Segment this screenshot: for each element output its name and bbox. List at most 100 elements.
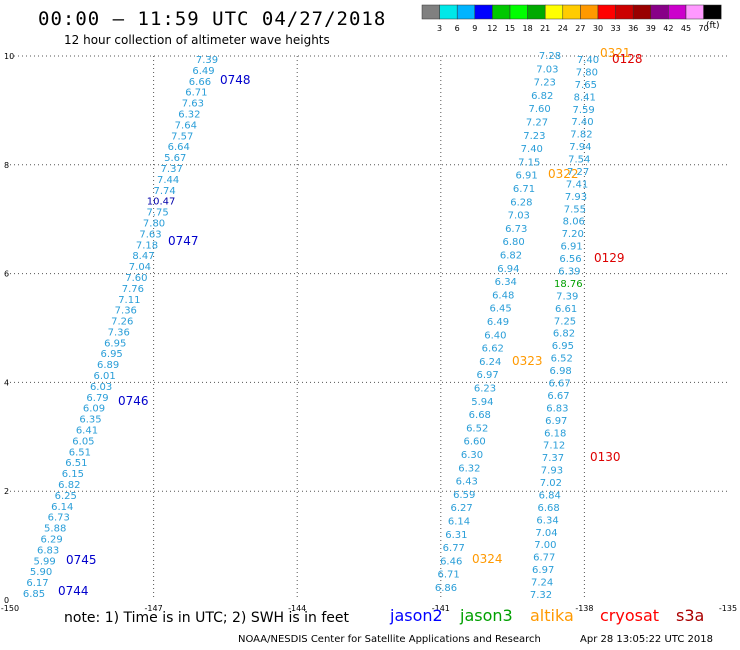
pass-time-label: 0129 bbox=[594, 251, 625, 265]
wave-height-label: 6.14 bbox=[51, 502, 73, 513]
wave-height-label: 6.61 bbox=[555, 304, 577, 315]
wave-height-label: 7.36 bbox=[115, 306, 137, 317]
lat-lon-grid: -150 -147 -144 -141 -138 -135 0 2 4 6 8 10 bbox=[1, 52, 737, 613]
track-jason2: 7.396.496.666.717.636.327.647.576.645.67… bbox=[23, 55, 251, 600]
pass-time-label: 0747 bbox=[168, 234, 199, 248]
wave-height-label: 6.97 bbox=[476, 370, 498, 381]
wave-height-label: 7.18 bbox=[136, 240, 158, 251]
wave-height-label: 6.46 bbox=[440, 556, 462, 567]
pass-time-label: 0748 bbox=[220, 73, 251, 87]
wave-height-label: 6.83 bbox=[546, 403, 568, 414]
wave-height-label: 7.80 bbox=[143, 218, 165, 229]
wave-height-label: 6.24 bbox=[479, 357, 501, 368]
scale-swatch bbox=[580, 4, 599, 20]
scale-tick-label: 3 bbox=[437, 24, 442, 33]
scale-tick-label: 33 bbox=[611, 24, 621, 33]
wave-height-label: 6.32 bbox=[458, 463, 480, 474]
wave-height-label: 6.59 bbox=[453, 490, 475, 501]
wave-height-label: 6.25 bbox=[55, 491, 77, 502]
scale-swatch bbox=[597, 4, 616, 20]
latitude-label: 0 bbox=[4, 596, 9, 605]
wave-height-label: 6.82 bbox=[553, 329, 575, 340]
wave-height-label: 7.11 bbox=[118, 295, 140, 306]
scale-tick-label: 18 bbox=[523, 24, 533, 33]
wave-height-label: 6.17 bbox=[26, 578, 48, 589]
wave-height-label: 6.14 bbox=[448, 517, 470, 528]
latitude-label: 10 bbox=[4, 52, 14, 61]
wave-height-label: 6.48 bbox=[492, 290, 514, 301]
wave-height-label: 7.74 bbox=[153, 186, 175, 197]
wave-height-label: 7.23 bbox=[523, 131, 545, 142]
wave-height-label: 6.80 bbox=[502, 237, 524, 248]
wave-height-label: 7.03 bbox=[508, 211, 530, 222]
scale-tick-label: 15 bbox=[505, 24, 515, 33]
wave-height-label: 6.35 bbox=[79, 415, 101, 426]
wave-height-label: 7.32 bbox=[530, 590, 552, 601]
longitude-label: -141 bbox=[432, 604, 450, 613]
wave-height-label: 6.73 bbox=[48, 513, 70, 524]
wave-height-label: 7.24 bbox=[531, 578, 553, 589]
wave-height-label: 7.37 bbox=[542, 453, 564, 464]
wave-height-label: 7.27 bbox=[567, 167, 589, 178]
scale-unit-label: (ft) bbox=[706, 21, 720, 31]
scale-swatch bbox=[685, 4, 704, 20]
wave-height-label: 7.02 bbox=[540, 478, 562, 489]
legend-cryosat: cryosat bbox=[600, 606, 660, 625]
wave-height-label: 7.76 bbox=[122, 284, 144, 295]
wave-height-label: 6.09 bbox=[83, 404, 105, 415]
wave-height-label: 7.37 bbox=[161, 164, 183, 175]
legend-altika: altika bbox=[530, 606, 574, 625]
pass-time-label: 0324 bbox=[472, 552, 503, 566]
scale-swatch bbox=[439, 4, 458, 20]
scale-tick-label: 27 bbox=[575, 24, 585, 33]
scale-tick-label: 36 bbox=[628, 24, 638, 33]
scale-swatch bbox=[632, 4, 652, 20]
wave-height-label: 7.23 bbox=[534, 78, 556, 89]
wave-height-label: 5.67 bbox=[164, 153, 186, 164]
wave-height-label: 6.77 bbox=[533, 553, 555, 564]
wave-height-label: 6.03 bbox=[90, 382, 112, 393]
color-scale-bar: 3 6 9 12 15 18 21 24 27 30 33 36 39 42 45 70 bbox=[421, 4, 722, 33]
wave-height-label: 5.94 bbox=[471, 397, 493, 408]
wave-height-label: 7.57 bbox=[171, 131, 193, 142]
wave-height-label: 6.89 bbox=[97, 360, 119, 371]
scale-swatch bbox=[492, 4, 511, 20]
timestamp-footer: Apr 28 13:05:22 UTC 2018 bbox=[580, 634, 713, 645]
wave-height-label: 6.56 bbox=[559, 254, 581, 265]
wave-height-label: 6.32 bbox=[178, 109, 200, 120]
wave-height-label: 6.43 bbox=[456, 477, 478, 488]
wave-height-label: 6.95 bbox=[104, 338, 126, 349]
wave-height-label: 7.39 bbox=[196, 55, 218, 66]
pass-time-label: 0323 bbox=[512, 354, 543, 368]
wave-height-label: 7.59 bbox=[572, 105, 594, 116]
wave-height-label: 6.66 bbox=[189, 77, 211, 88]
scale-swatch bbox=[421, 4, 440, 20]
wave-height-label: 6.67 bbox=[547, 391, 569, 402]
wave-height-label: 6.71 bbox=[437, 570, 459, 581]
wave-height-label: 6.30 bbox=[461, 450, 483, 461]
scale-tick-label: 42 bbox=[663, 24, 673, 33]
note-text: note: 1) Time is in UTC; 2) SWH is in fe… bbox=[64, 610, 350, 626]
wave-height-label: 6.97 bbox=[532, 565, 554, 576]
wave-height-label: 6.27 bbox=[450, 503, 472, 514]
wave-height-label: 7.94 bbox=[569, 142, 591, 153]
wave-height-label: 7.63 bbox=[139, 229, 161, 240]
wave-height-label: 8.41 bbox=[574, 92, 596, 103]
wave-height-label: 6.49 bbox=[192, 66, 214, 77]
wave-height-label: 6.83 bbox=[37, 545, 59, 556]
latitude-label: 6 bbox=[4, 270, 9, 279]
wave-height-label: 6.86 bbox=[435, 583, 457, 594]
wave-height-label: 7.65 bbox=[575, 80, 597, 91]
wave-height-label: 6.31 bbox=[445, 530, 467, 541]
wave-height-label: 6.34 bbox=[495, 277, 517, 288]
wave-height-label: 7.40 bbox=[571, 117, 593, 128]
wave-height-label: 5.88 bbox=[44, 524, 66, 535]
wave-height-label: 7.60 bbox=[125, 273, 147, 284]
wave-height-label: 6.51 bbox=[69, 447, 91, 458]
pass-time-label: 0746 bbox=[118, 394, 149, 408]
wave-height-label: 6.82 bbox=[58, 480, 80, 491]
wave-height-label: 7.20 bbox=[562, 229, 584, 240]
wave-height-label: 6.51 bbox=[65, 458, 87, 469]
wave-height-label: 6.95 bbox=[101, 349, 123, 360]
